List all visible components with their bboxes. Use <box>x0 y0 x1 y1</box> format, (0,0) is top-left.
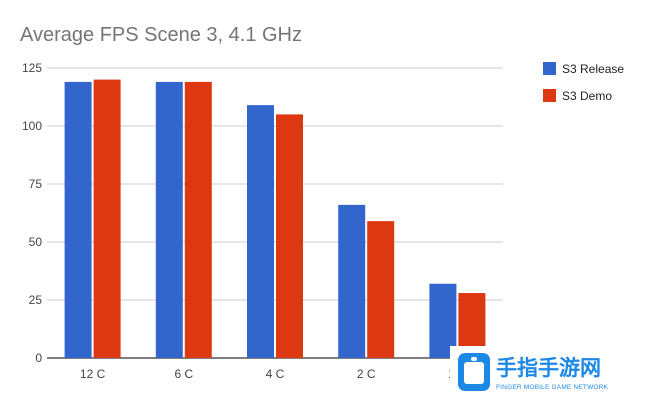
legend: S3 Release S3 Demo <box>543 62 624 103</box>
y-tick-label: 100 <box>22 119 42 133</box>
x-tick-label: 6 C <box>174 367 193 381</box>
bar-s3-release <box>247 105 274 359</box>
bar-s3-release <box>64 81 92 359</box>
y-tick-label: 25 <box>29 293 43 307</box>
x-tick-label: 12 C <box>80 367 106 381</box>
bar-s3-release <box>155 81 183 359</box>
bar-s3-release <box>429 283 457 358</box>
x-axis-ticks: 12 C6 C4 C2 C1 C <box>80 367 467 381</box>
legend-swatch-s3-demo <box>543 89 556 102</box>
gridlines <box>47 67 503 359</box>
bar-s3-demo <box>184 81 212 359</box>
chart-title: Average FPS Scene 3, 4.1 GHz <box>20 24 302 46</box>
y-tick-label: 125 <box>22 61 42 75</box>
y-tick-label: 50 <box>29 235 43 249</box>
hand-icon <box>458 353 490 391</box>
x-tick-label: 4 C <box>266 367 285 381</box>
watermark-text: 手指手游网 <box>496 356 601 380</box>
watermark: 手指手游网 FINGER MOBILE GAME NETWORK <box>450 346 648 400</box>
y-tick-label: 0 <box>35 351 42 365</box>
bar-s3-demo <box>276 114 303 359</box>
legend-label-s3-demo: S3 Demo <box>562 89 612 103</box>
bar-s3-demo <box>367 221 395 358</box>
x-tick-label: 2 C <box>357 367 376 381</box>
bar-s3-release <box>338 204 366 358</box>
y-tick-label: 75 <box>29 177 43 191</box>
y-axis-ticks: 0 25 50 75 100 125 <box>22 61 42 365</box>
bar-s3-demo <box>93 79 121 358</box>
legend-label-s3-release: S3 Release <box>562 62 624 76</box>
watermark-subtext: FINGER MOBILE GAME NETWORK <box>496 384 609 391</box>
legend-swatch-s3-release <box>543 62 556 75</box>
bars <box>64 79 486 359</box>
